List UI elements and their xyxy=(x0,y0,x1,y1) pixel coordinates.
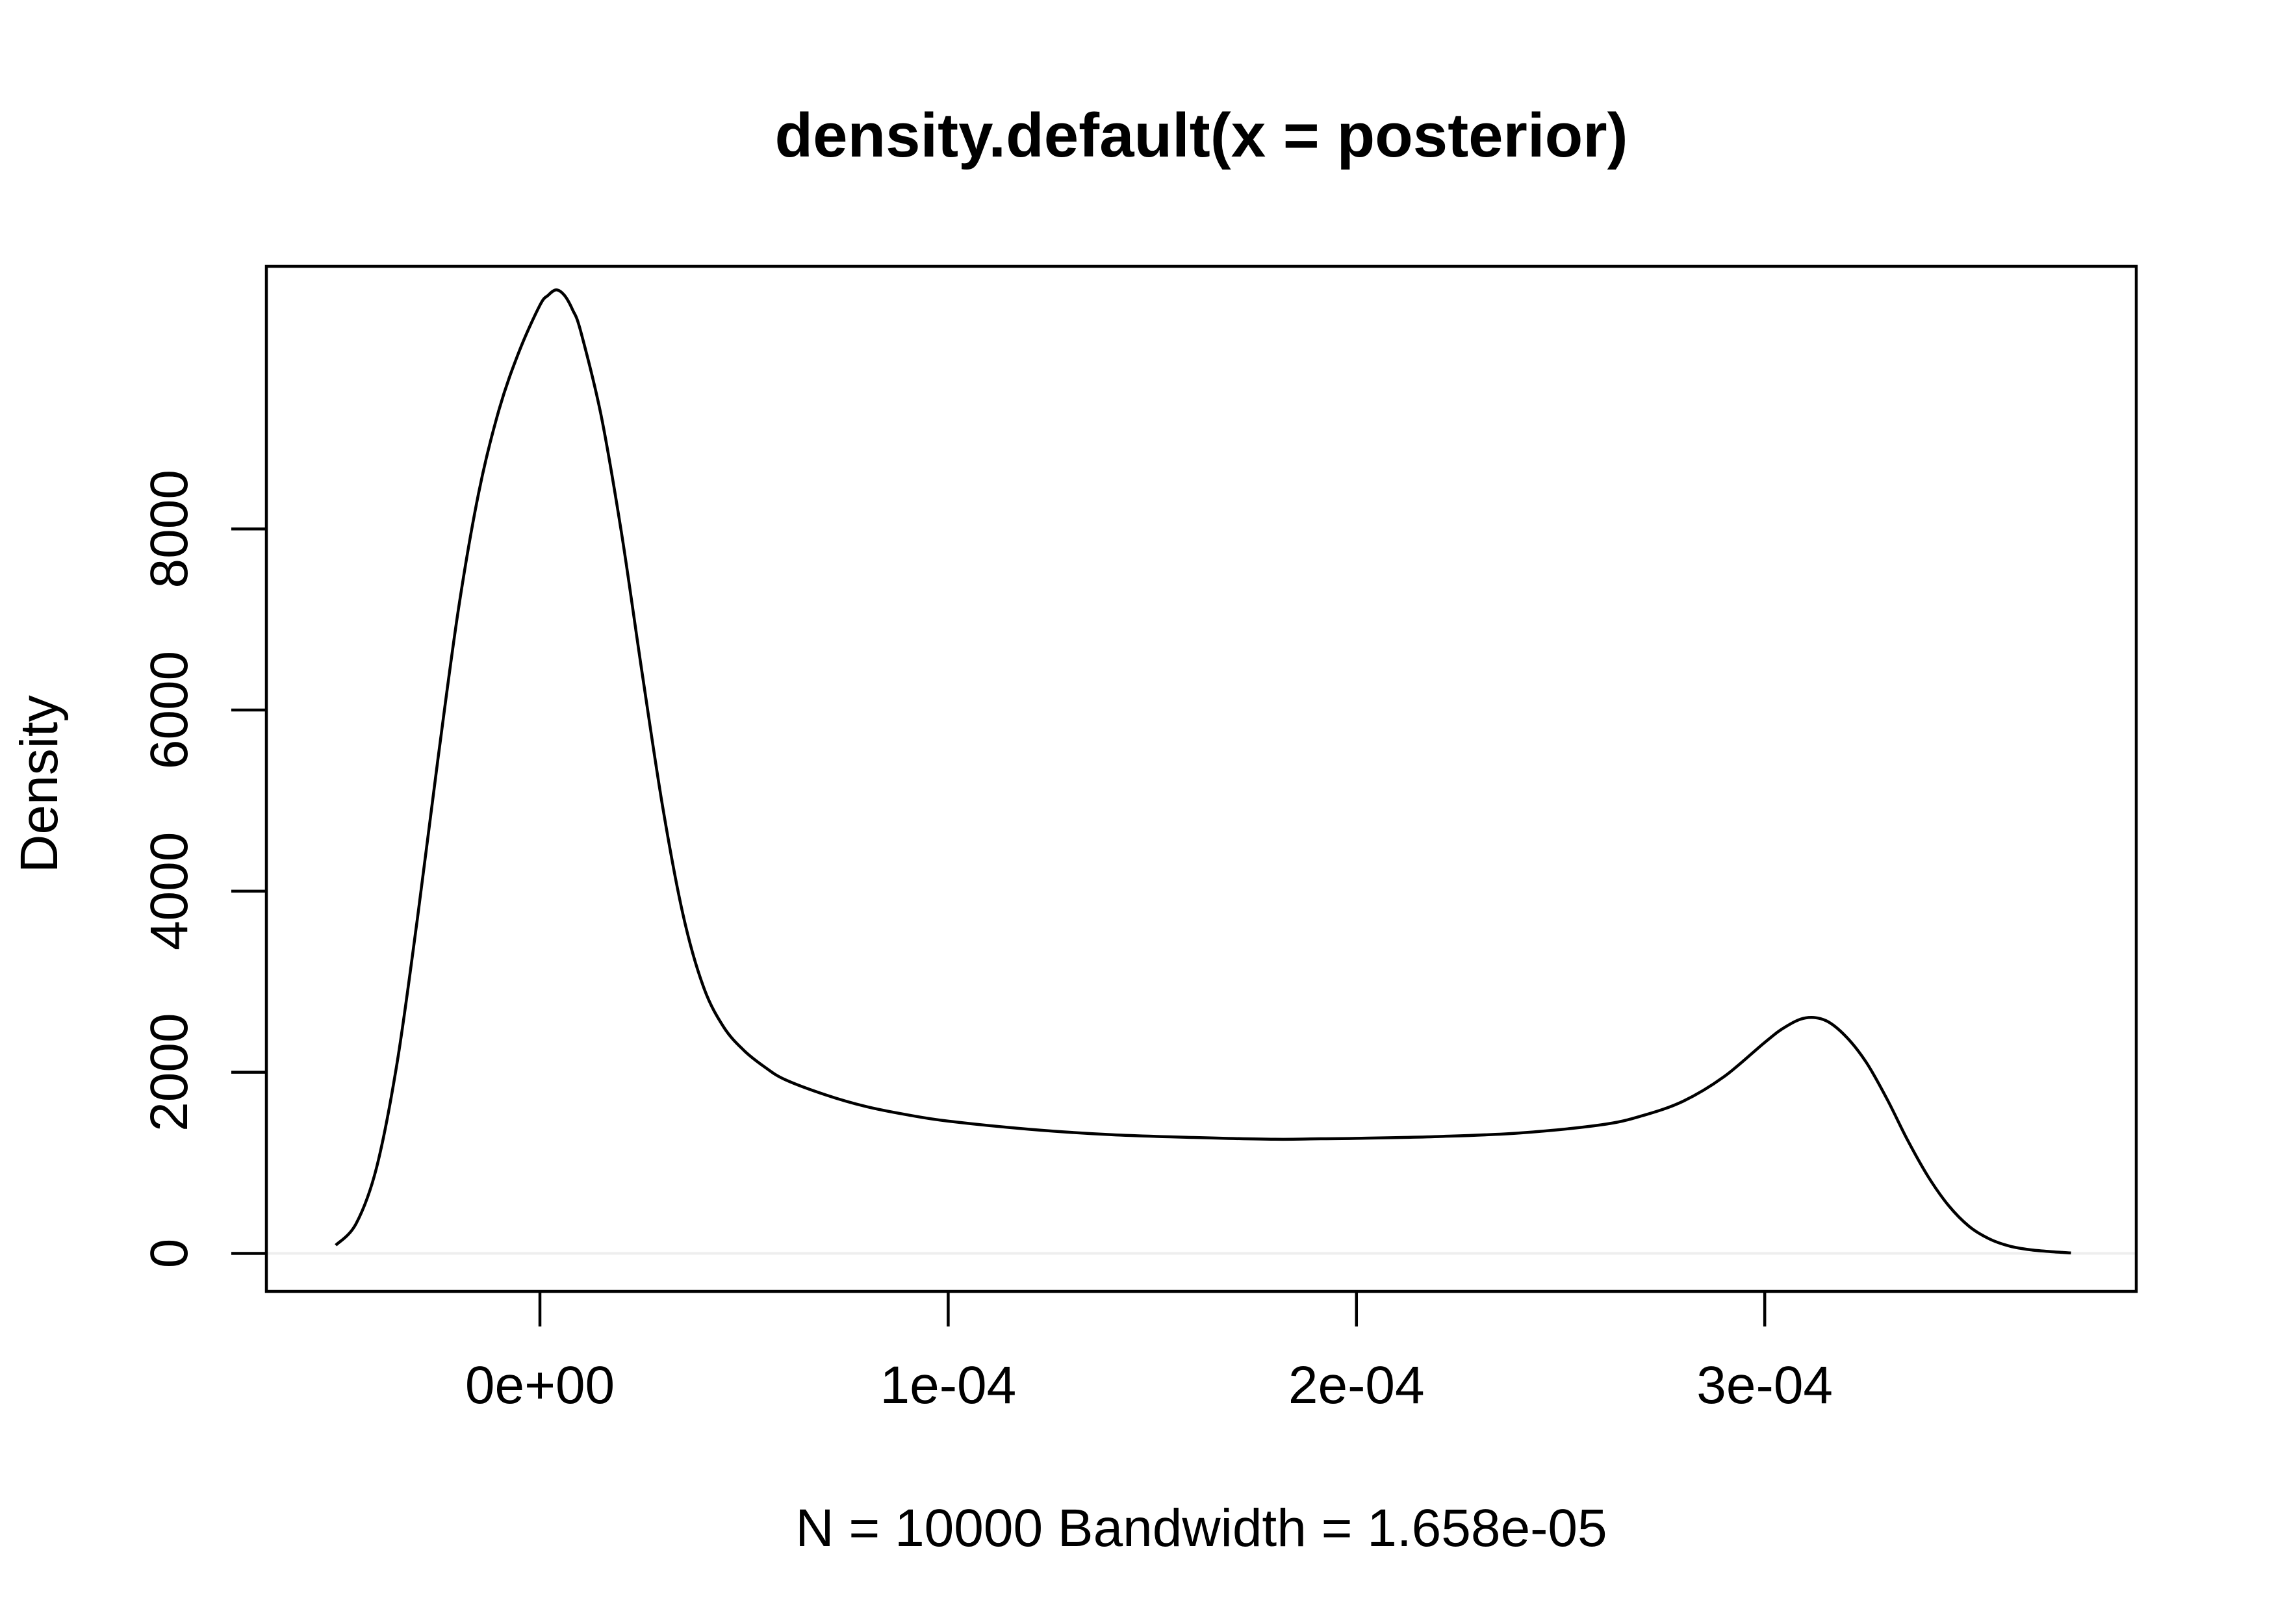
x-tick-label: 2e-04 xyxy=(1288,1356,1425,1415)
density-curve xyxy=(335,288,2071,1255)
y-tick-label: 0 xyxy=(140,1239,199,1269)
y-tick-label: 6000 xyxy=(140,651,199,769)
x-tick-label: 3e-04 xyxy=(1696,1356,1833,1415)
x-tick-label: 1e-04 xyxy=(880,1356,1017,1415)
chart-title: density.default(x = posterior) xyxy=(774,101,1628,170)
y-tick-label: 8000 xyxy=(140,470,199,588)
y-axis: 0 2000 4000 6000 8000 xyxy=(140,470,266,1268)
x-axis-label: N = 10000 Bandwidth = 1.658e-05 xyxy=(795,1499,1607,1558)
x-tick-label: 0e+00 xyxy=(465,1356,615,1415)
plot-frame xyxy=(264,264,2138,1293)
y-axis-label: Density xyxy=(10,695,69,872)
y-tick-label: 2000 xyxy=(140,1013,199,1131)
y-tick-label: 4000 xyxy=(140,832,199,950)
x-axis: 0e+00 1e-04 2e-04 3e-04 xyxy=(465,1291,1833,1415)
